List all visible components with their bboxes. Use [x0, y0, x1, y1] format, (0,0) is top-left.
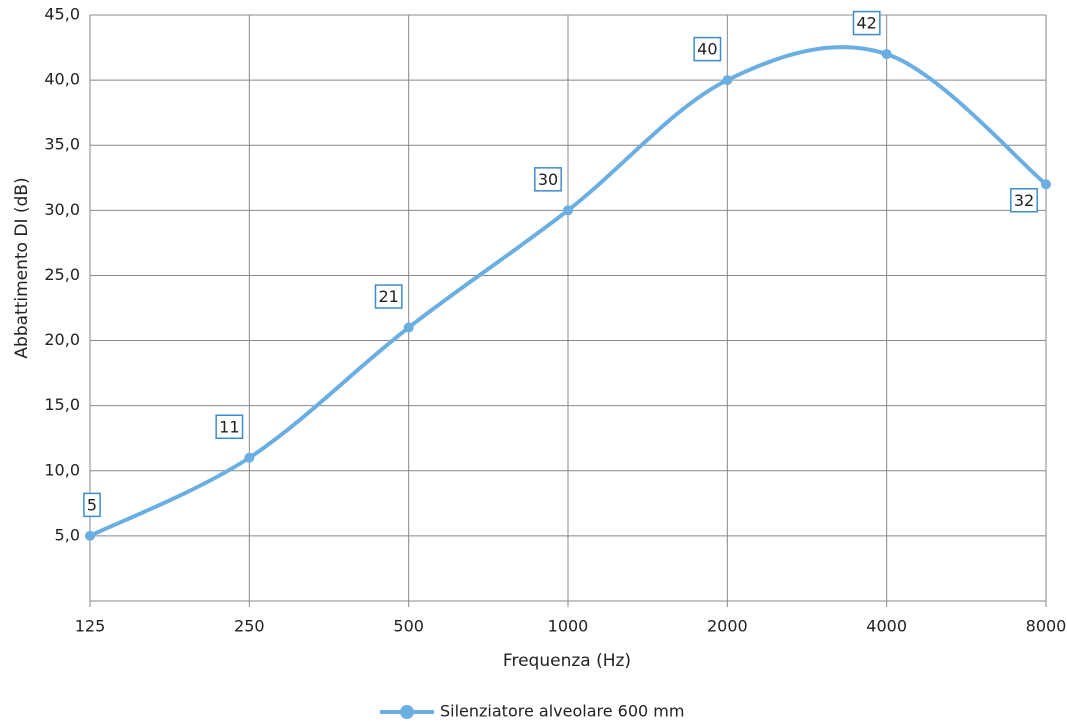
data-label-box	[1010, 188, 1038, 213]
data-point	[403, 322, 414, 333]
data-label: 30	[534, 167, 562, 192]
x-tick-label: 500	[393, 617, 424, 636]
y-tick-label: 10,0	[44, 460, 80, 479]
data-label-box	[693, 36, 722, 62]
y-tick-label: 35,0	[44, 135, 80, 154]
data-label-box	[374, 284, 403, 309]
data-point	[244, 452, 255, 463]
x-tick-label: 250	[234, 617, 265, 636]
x-axis-title: Frequenza (Hz)	[503, 651, 631, 671]
data-point	[85, 530, 95, 541]
data-label: 11	[215, 414, 244, 440]
x-tick-label: 125	[75, 617, 106, 636]
x-tick-label: 1000	[548, 617, 589, 636]
legend-label: Silenziatore alveolare 600 mm	[440, 702, 684, 721]
x-tick-label: 4000	[866, 617, 907, 636]
data-label: 5	[83, 492, 101, 518]
data-label-box	[83, 492, 101, 518]
y-tick-label: 15,0	[44, 395, 80, 414]
data-label-box	[852, 10, 881, 36]
data-label-text: 30	[538, 170, 558, 189]
y-tick-label: 30,0	[44, 200, 80, 219]
data-label-text: 5	[87, 495, 97, 514]
data-point	[563, 205, 573, 216]
data-label-text: 32	[1014, 191, 1034, 210]
data-label-box	[215, 414, 244, 440]
y-tick-label: 20,0	[44, 330, 80, 349]
data-label-text: 40	[697, 40, 717, 59]
data-point	[722, 75, 733, 86]
x-tick-label: 2000	[707, 617, 748, 636]
data-label-text: 21	[378, 287, 398, 306]
data-point	[1041, 179, 1051, 190]
y-tick-label: 45,0	[44, 5, 80, 24]
y-tick-label: 25,0	[44, 265, 80, 284]
data-label: 32	[1010, 188, 1038, 213]
data-label: 21	[374, 284, 403, 309]
data-label: 42	[852, 10, 881, 36]
x-tick-label: 8000	[1026, 617, 1067, 636]
data-label-box	[534, 167, 562, 192]
data-label-text: 11	[219, 417, 239, 436]
y-tick-label: 5,0	[55, 525, 80, 544]
data-point	[881, 49, 892, 60]
legend-marker	[400, 705, 414, 719]
y-axis-title: Abbattimento DI (dB)	[12, 177, 32, 358]
data-label-text: 42	[856, 14, 876, 33]
data-label: 40	[693, 36, 722, 62]
y-tick-label: 40,0	[44, 70, 80, 89]
